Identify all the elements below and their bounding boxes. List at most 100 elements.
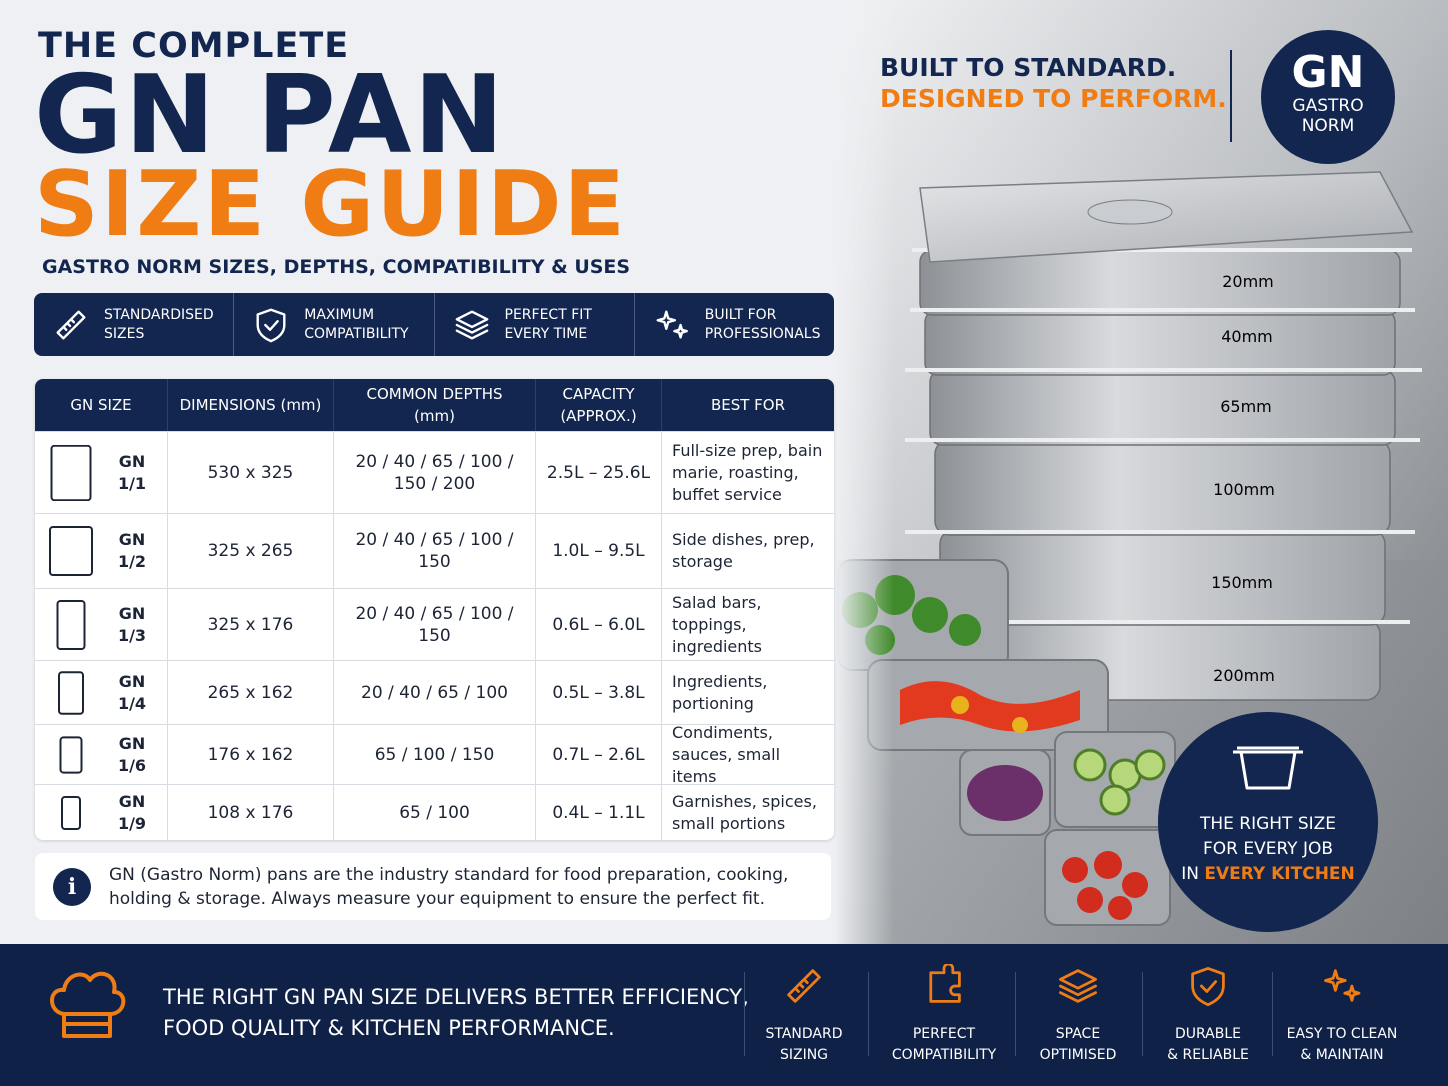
pan-outline — [56, 599, 86, 650]
footer-message-line: THE RIGHT GN PAN SIZE DELIVERS BETTER EF… — [163, 985, 749, 1009]
footer-feature-line: OPTIMISED — [1039, 1047, 1117, 1063]
table-row: GN 1/4 265 x 162 20 / 40 / 65 / 100 0.5L – … — [35, 660, 834, 724]
depth-label: 200mm — [1213, 666, 1275, 685]
cell-text: 20 / 40 / 65 / 100 / 150 — [355, 603, 514, 646]
icon-shape — [929, 964, 961, 1003]
feature-text: MAXIMUM COMPATIBILITY — [304, 306, 408, 344]
cell-text: 20 / 40 / 65 / 100 / 150 / 200 — [355, 451, 514, 494]
depth-label: 65mm — [1220, 397, 1272, 416]
depth-label: 20mm — [1222, 272, 1274, 291]
feature-line: SIZES — [104, 325, 145, 342]
separator — [1272, 972, 1273, 1056]
table-cell: Condiments, sauces, small items — [661, 723, 834, 786]
feature-line: PERFECT FIT — [504, 306, 592, 323]
footer-message: THE RIGHT GN PAN SIZE DELIVERS BETTER EF… — [163, 982, 749, 1044]
footer-feature-text: STANDARD SIZING — [765, 1024, 842, 1066]
cell-text: Side dishes, prep, storage — [672, 530, 815, 571]
icon — [656, 310, 688, 339]
feature-text: PERFECT FIT EVERY TIME — [505, 306, 592, 344]
icon — [1059, 969, 1097, 1003]
table-cell: 20 / 40 / 65 / 100 / 150 — [333, 589, 535, 660]
table-cell: 1.0L – 9.5L — [535, 514, 661, 588]
footer-feature-line: & MAINTAIN — [1300, 1047, 1384, 1063]
pan-size-icon — [49, 526, 93, 576]
feature-line: BUILT FOR — [704, 306, 777, 323]
icon-shape — [56, 310, 86, 339]
cell-text: 1.0L – 9.5L — [552, 541, 645, 561]
table-cell: GN 1/4 — [35, 661, 167, 724]
footer-feature-line: EASY TO CLEAN — [1286, 1026, 1398, 1042]
icon — [1191, 967, 1225, 1007]
table-cell: GN 1/3 — [35, 589, 167, 660]
cell-text: 0.5L – 3.8L — [552, 682, 645, 703]
icon-shape — [1324, 969, 1361, 1002]
cell-text: Salad bars, toppings, ingredients — [672, 592, 763, 656]
cell-text: 265 x 162 — [207, 682, 294, 703]
header-cell: COMMON DEPTHS (mm) — [333, 379, 535, 431]
icon — [256, 308, 286, 342]
table-cell: 325 x 176 — [167, 589, 333, 660]
callout-line: FOR EVERY JOB — [1202, 839, 1334, 859]
chef-icon — [50, 971, 126, 1038]
footer-feature-text: DURABLE & RELIABLE — [1167, 1024, 1249, 1066]
table-cell: 65 / 100 / 150 — [333, 725, 535, 784]
tagline-line: DESIGNED TO PERFORM. — [880, 84, 1227, 113]
table-cell: 0.7L – 2.6L — [535, 725, 661, 784]
footer-feature-line: STANDARD — [765, 1026, 843, 1042]
footer-feature: EASY TO CLEAN & MAINTAIN — [1277, 944, 1407, 1086]
footer-message-line: FOOD QUALITY & KITCHEN PERFORMANCE. — [163, 1016, 615, 1040]
feature-line: EVERY TIME — [504, 325, 588, 342]
cell-text: GN 1/9 — [117, 791, 147, 833]
subtitle: GASTRO NORM SIZES, DEPTHS, COMPATIBILITY… — [42, 256, 631, 278]
cell-text: 20 / 40 / 65 / 100 / 150 — [355, 530, 514, 572]
pan-size-icon — [58, 670, 84, 715]
table-cell: 325 x 265 — [167, 514, 333, 588]
depth-labels: 20mm 40mm 65mm 100mm 150mm 200mm — [1211, 272, 1275, 685]
cell-text: 20 / 40 / 65 / 100 — [361, 682, 508, 703]
pan-size-icon — [50, 444, 92, 501]
icon-shape — [787, 969, 821, 1003]
table-cell: 20 / 40 / 65 / 100 — [333, 661, 535, 724]
feature: MAXIMUM COMPATIBILITY — [233, 293, 433, 356]
pan-size-icon — [56, 599, 86, 650]
footer-feature: STANDARD SIZING — [739, 944, 869, 1086]
feature-bar: STANDARDISED SIZES MAXIMUM COMPATIBILITY PER… — [34, 293, 834, 356]
cell-text: 65 / 100 / 150 — [374, 744, 495, 765]
cell-text: 0.4L – 1.1L — [552, 802, 645, 823]
note-text: GN (Gastro Norm) pans are the industry s… — [109, 864, 789, 909]
footer-feature-line: SIZING — [779, 1047, 829, 1063]
header-cell: CAPACITY (APPROX.) — [535, 379, 661, 431]
badge-text: NORM — [1301, 116, 1355, 136]
separator — [1142, 972, 1143, 1056]
cell-text: 0.7L – 2.6L — [552, 744, 645, 765]
footer-feature-line: COMPATIBILITY — [891, 1047, 997, 1063]
table-cell: Garnishes, spices, small portions — [661, 785, 834, 840]
table-row: GN 1/3 325 x 176 20 / 40 / 65 / 100 / 150 0… — [35, 588, 834, 660]
footer-feature-text: SPACE OPTIMISED — [1040, 1024, 1117, 1066]
pan-outline — [59, 735, 83, 774]
tagline: BUILT TO STANDARD. DESIGNED TO PERFORM. — [880, 52, 1227, 114]
footer-feature-text: EASY TO CLEAN & MAINTAIN — [1287, 1024, 1398, 1066]
tagline-line: BUILT TO STANDARD. — [880, 53, 1177, 82]
callout-highlight: EVERY KITCHEN — [1204, 864, 1355, 884]
badge-title: GN — [1291, 47, 1365, 98]
pre-title: THE COMPLETE — [38, 26, 350, 66]
pan-outline — [50, 444, 92, 501]
header-cell: GN SIZE — [70, 396, 132, 414]
cell-text: GN 1/4 — [117, 671, 147, 713]
separator — [868, 972, 869, 1056]
cell-text: GN 1/3 — [117, 603, 147, 645]
icon — [929, 964, 961, 1003]
footer-feature-text: PERFECT COMPATIBILITY — [892, 1024, 996, 1066]
depth-label: 150mm — [1211, 573, 1273, 592]
table-row: GN 1/1 530 x 325 20 / 40 / 65 / 100 / 150 … — [35, 431, 834, 513]
info-note: i GN (Gastro Norm) pans are the industry… — [35, 853, 831, 920]
feature: PERFECT FIT EVERY TIME — [433, 293, 634, 356]
feature-line: MAXIMUM — [304, 306, 375, 323]
table-cell: Ingredients, portioning — [661, 661, 834, 724]
table-cell: 530 x 325 — [167, 432, 333, 513]
pan-icon — [1233, 746, 1303, 790]
depth-label: 40mm — [1221, 327, 1273, 346]
feature-line: PROFESSIONALS — [704, 325, 821, 342]
cell-text: 2.5L – 25.6L — [546, 462, 651, 483]
